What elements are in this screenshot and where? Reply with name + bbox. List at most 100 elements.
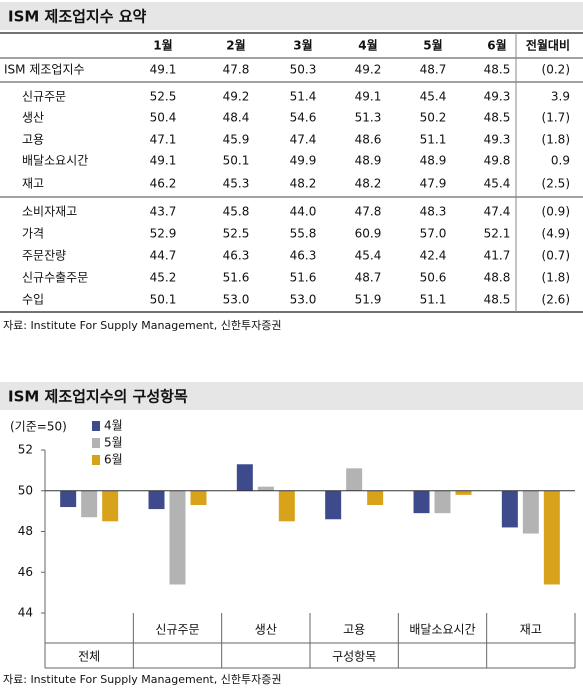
- table-cell: 주문잔량: [22, 249, 66, 263]
- table-cell: 50.3: [290, 63, 317, 77]
- legend-swatch: [92, 455, 100, 465]
- table-cell: 신규주문: [22, 90, 66, 104]
- table-cell: 51.4: [290, 90, 317, 104]
- table-cell: 가격: [22, 227, 44, 241]
- table-cell: 48.4: [223, 111, 250, 125]
- table-cell: 52.5: [223, 227, 250, 241]
- table-cell: 47.8: [355, 205, 382, 219]
- bar: [60, 490, 77, 508]
- table-cell: 48.7: [355, 271, 382, 285]
- table-cell: 45.4: [420, 90, 447, 104]
- table-cell: 47.4: [290, 133, 317, 147]
- table-cell: (0.9): [542, 205, 570, 219]
- header-cell: 3월: [293, 38, 312, 53]
- table-cell: (2.6): [542, 293, 570, 307]
- legend-swatch: [92, 438, 100, 448]
- table-cell: 44.7: [150, 249, 177, 263]
- table-cell: 생산: [22, 111, 44, 125]
- table-cell: 47.4: [484, 205, 511, 219]
- bar: [190, 490, 207, 506]
- table-cell: 48.9: [420, 154, 447, 168]
- bar: [455, 490, 472, 495]
- table-cell: 48.2: [355, 177, 382, 191]
- bar: [434, 490, 451, 514]
- y-tick-label: 46: [18, 565, 33, 579]
- table-cell: (4.9): [542, 227, 570, 241]
- table-cell: 51.6: [223, 271, 250, 285]
- table-cell: 48.3: [420, 205, 447, 219]
- table-cell: 53.0: [223, 293, 250, 307]
- table-cell: 53.0: [290, 293, 317, 307]
- legend-label: 4월: [104, 419, 123, 433]
- table-cell: 50.1: [150, 293, 177, 307]
- table-cell: 43.7: [150, 205, 177, 219]
- table-cell: 51.9: [355, 293, 382, 307]
- table-cell: 49.1: [150, 63, 177, 77]
- table-cell: 48.9: [355, 154, 382, 168]
- table-cell: (1.8): [542, 133, 570, 147]
- bar: [367, 490, 384, 506]
- table-cell: 45.4: [355, 249, 382, 263]
- legend-swatch: [92, 421, 100, 431]
- bar: [102, 490, 119, 522]
- bar: [543, 490, 560, 585]
- table-cell: (0.7): [542, 249, 570, 263]
- table-cell: 51.3: [355, 111, 382, 125]
- title-bar: [0, 382, 583, 410]
- table-cell: 46.2: [150, 177, 177, 191]
- table-cell: (1.7): [542, 111, 570, 125]
- table-cell: 재고: [22, 177, 44, 191]
- table-cell: 3.9: [551, 90, 570, 104]
- source: 자료: Institute For Supply Management, 신한투…: [3, 673, 281, 686]
- chart-note: (기준=50): [10, 420, 67, 434]
- table-cell: 48.5: [484, 293, 511, 307]
- table-cell: ISM 제조업지수: [4, 63, 85, 77]
- table-cell: 신규수출주문: [22, 271, 88, 285]
- table-cell: 48.7: [420, 63, 447, 77]
- bar: [257, 486, 274, 491]
- table-cell: 소비자재고: [22, 205, 77, 219]
- legend-label: 5월: [104, 436, 123, 450]
- table-cell: 50.1: [223, 154, 250, 168]
- y-tick-label: 52: [18, 443, 33, 457]
- x-tick-label: 고용: [343, 623, 365, 637]
- table-cell: 47.8: [223, 63, 250, 77]
- table-cell: 49.1: [355, 90, 382, 104]
- bar: [169, 490, 186, 585]
- table-cell: 49.1: [150, 154, 177, 168]
- table-cell: 44.0: [290, 205, 317, 219]
- table-cell: 배달소요시간: [22, 154, 88, 168]
- x-tick-label: 재고: [520, 623, 542, 637]
- header-cell: 5월: [423, 38, 442, 53]
- table-cell: 54.6: [290, 111, 317, 125]
- bar: [148, 490, 165, 510]
- header-cell: 전월대비: [526, 38, 570, 53]
- x-tick-label: 생산: [255, 623, 277, 637]
- x-tick-label: 신규주문: [155, 623, 199, 637]
- title-bar: [0, 2, 583, 30]
- bar: [325, 490, 342, 520]
- table-cell: (0.2): [542, 63, 570, 77]
- table-cell: 52.9: [150, 227, 177, 241]
- table-cell: 50.4: [150, 111, 177, 125]
- table-cell: 45.8: [223, 205, 250, 219]
- table-cell: 55.8: [290, 227, 317, 241]
- bar: [236, 464, 253, 491]
- header-cell: 2월: [226, 38, 245, 53]
- table-cell: 49.2: [223, 90, 250, 104]
- table-cell: 45.9: [223, 133, 250, 147]
- table-cell: 49.3: [484, 133, 511, 147]
- table-cell: 52.1: [484, 227, 511, 241]
- table-cell: 51.1: [420, 133, 447, 147]
- table-cell: 46.3: [290, 249, 317, 263]
- y-tick-label: 48: [18, 524, 33, 538]
- header-cell: 6월: [487, 38, 506, 53]
- table-cell: 50.2: [420, 111, 447, 125]
- table-cell: 52.5: [150, 90, 177, 104]
- table-cell: 60.9: [355, 227, 382, 241]
- table-cell: 고용: [22, 133, 44, 147]
- table-cell: 수입: [22, 293, 44, 307]
- table-cell: 47.1: [150, 133, 177, 147]
- table-cell: (2.5): [542, 177, 570, 191]
